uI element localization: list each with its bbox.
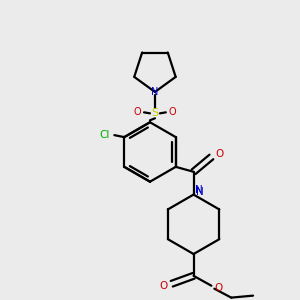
- Text: Cl: Cl: [99, 130, 110, 140]
- Text: O: O: [169, 107, 177, 117]
- Text: S: S: [152, 108, 158, 118]
- Text: O: O: [160, 281, 168, 291]
- Text: N: N: [151, 87, 159, 97]
- Text: O: O: [133, 107, 141, 117]
- Text: N: N: [195, 184, 203, 195]
- Text: O: O: [214, 283, 223, 293]
- Text: N: N: [196, 187, 203, 196]
- Text: O: O: [215, 149, 224, 159]
